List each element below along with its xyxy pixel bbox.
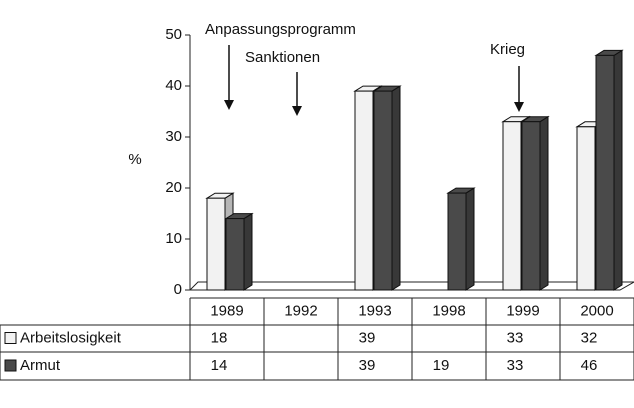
bar [354, 90, 374, 291]
bar [502, 121, 522, 291]
annotation: Krieg [490, 41, 525, 58]
bar [595, 54, 615, 291]
legend-label: Armut [20, 357, 61, 374]
legend-swatch [4, 359, 17, 372]
x-tick-label: 1998 [432, 302, 465, 319]
annotation-arrowhead [224, 100, 234, 110]
bar-side [243, 212, 253, 291]
x-tick-label: 1999 [506, 302, 539, 319]
bar [521, 121, 541, 291]
bar [225, 218, 245, 291]
annotation-arrowhead [514, 102, 524, 112]
data-label: 46 [581, 357, 598, 374]
data-label: 18 [211, 329, 228, 346]
data-label: 33 [507, 329, 524, 346]
bar [206, 197, 226, 291]
bar [576, 126, 596, 291]
bar [447, 192, 467, 291]
x-tick-label: 1989 [210, 302, 243, 319]
x-tick-label: 1993 [358, 302, 391, 319]
bar-side [465, 187, 475, 291]
x-tick-label: 1992 [284, 302, 317, 319]
bar [373, 90, 393, 291]
data-label: 33 [507, 357, 524, 374]
legend-label: Arbeitslosigkeit [20, 329, 122, 346]
annotation: Anpassungsprogramm [205, 21, 356, 38]
legend-swatch [4, 332, 17, 344]
floor [188, 281, 634, 291]
bar-side [539, 115, 549, 291]
data-label: 14 [211, 357, 228, 374]
bar-side [613, 49, 623, 291]
x-tick-label: 2000 [580, 302, 613, 319]
y-tick-label: 40 [165, 77, 182, 94]
y-axis-label: % [128, 151, 141, 168]
data-label: 39 [359, 329, 376, 346]
data-label: 32 [581, 329, 598, 346]
annotation: Sanktionen [245, 49, 320, 66]
data-label: 39 [359, 357, 376, 374]
y-tick-label: 10 [165, 230, 182, 247]
annotation-arrowhead [292, 106, 302, 116]
bar-side [391, 85, 401, 291]
y-tick-label: 50 [165, 26, 182, 43]
y-tick-label: 30 [165, 128, 182, 145]
data-label: 19 [433, 357, 450, 374]
y-tick-label: 0 [174, 281, 182, 298]
y-tick-label: 20 [165, 179, 182, 196]
